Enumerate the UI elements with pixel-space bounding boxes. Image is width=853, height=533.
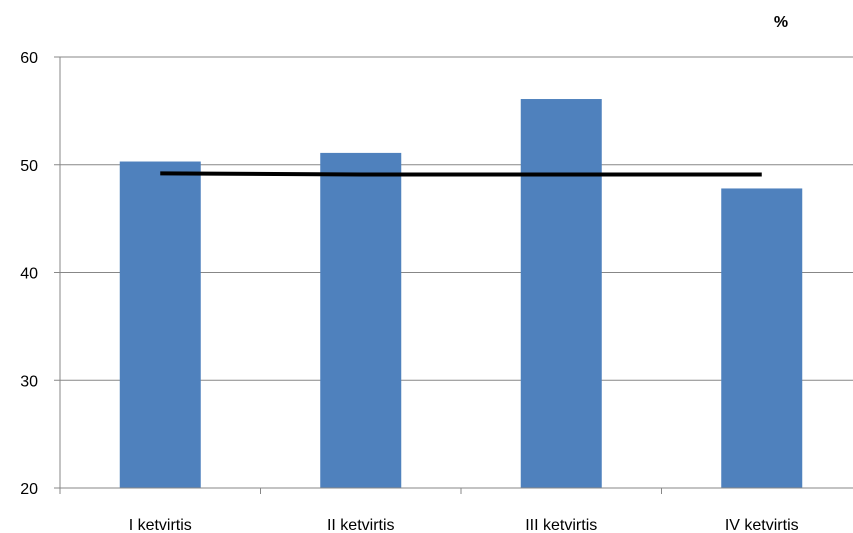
average-line: [160, 171, 762, 177]
bar: [119, 161, 201, 488]
line-series: [160, 171, 762, 177]
bar: [721, 188, 803, 488]
x-category-label: III ketvirtis: [525, 517, 597, 533]
axes: [54, 56, 853, 494]
x-category-labels: I ketvirtis II ketvirtis III ketvirtis IV k…: [129, 517, 799, 533]
x-category-label: I ketvirtis: [129, 517, 192, 533]
y-tick-label: 20: [20, 481, 38, 498]
bar: [520, 99, 602, 489]
y-tick-label: 40: [20, 266, 38, 283]
y-tick-label: 30: [20, 373, 38, 390]
y-tick-label: 50: [20, 158, 38, 175]
x-category-label: II ketvirtis: [327, 517, 395, 533]
bar: [320, 152, 402, 488]
unit-label: %: [774, 14, 788, 31]
y-tick-label: 60: [20, 50, 38, 67]
x-category-label: IV ketvirtis: [725, 517, 799, 533]
bars: [119, 99, 803, 489]
y-tick-labels: 20 30 40 50 60: [20, 50, 38, 498]
